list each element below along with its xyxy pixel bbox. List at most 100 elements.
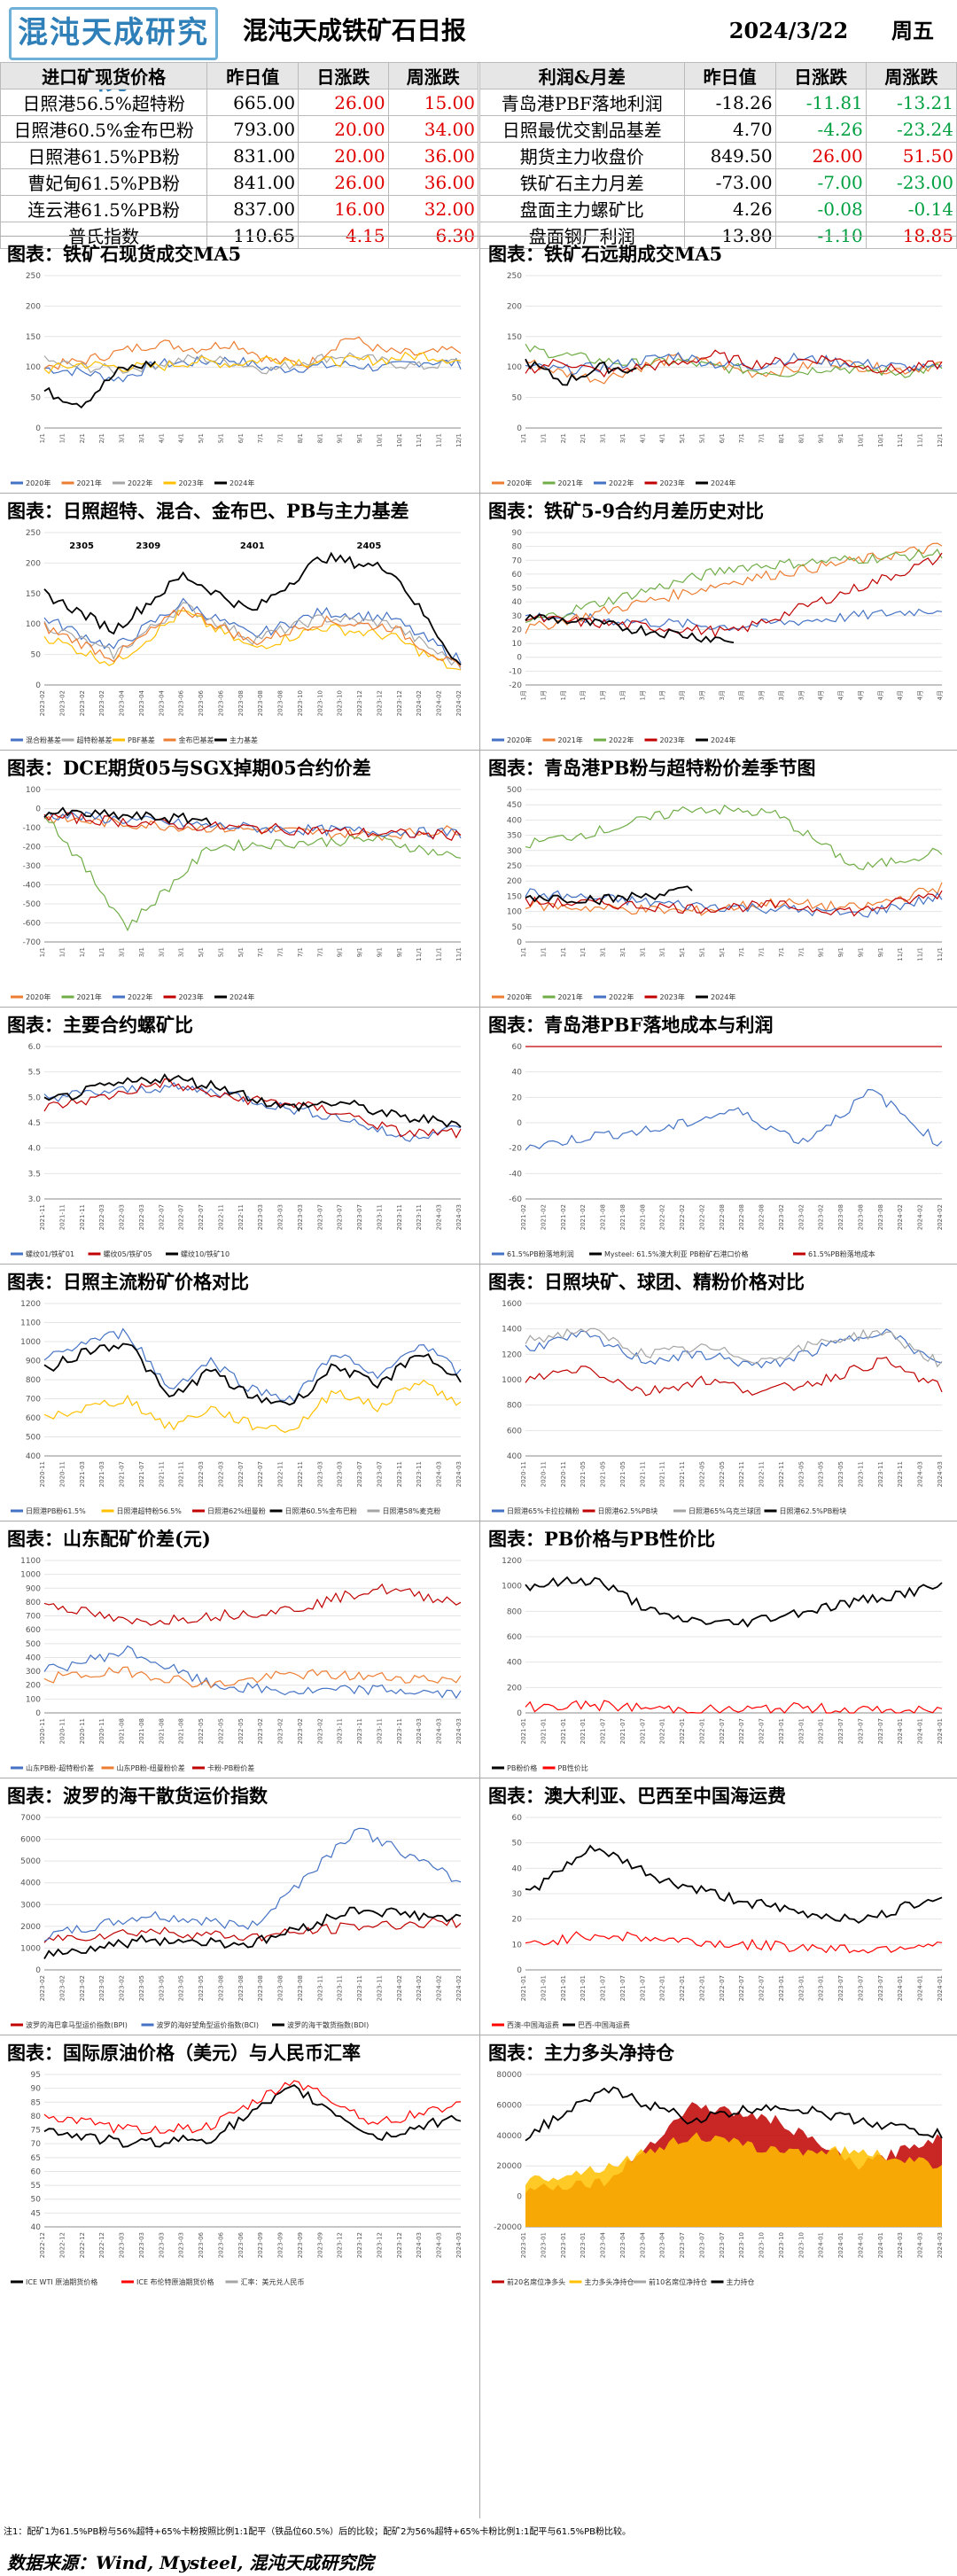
x-tick-label: 2021-02 <box>520 1204 527 1230</box>
x-tick-label: 2024-02 <box>917 1204 924 1230</box>
table-cell: 4.26 <box>683 195 776 222</box>
table-header: 昨日值 <box>683 62 776 89</box>
table-cell: 普氏指数 <box>0 222 208 249</box>
y-tick-label: -40 <box>509 1170 522 1179</box>
table-cell: 665.00 <box>206 89 300 116</box>
x-tick-label: 9/1 <box>396 947 403 957</box>
x-tick-label: 2022-11 <box>759 1461 766 1487</box>
x-tick-label: 2023-02 <box>39 1975 46 2001</box>
x-tick-label: 2022-01 <box>698 1718 705 1744</box>
legend-label: 2024年 <box>711 735 735 744</box>
x-tick-label: 2024-01 <box>937 1975 944 2001</box>
table-header: 日涨跌 <box>774 62 867 89</box>
y-tick-label: 100 <box>26 363 41 372</box>
x-tick-label: 2023-11 <box>857 1461 864 1487</box>
x-tick-label: 3月 <box>759 690 766 700</box>
x-tick-label: 2021-08 <box>619 1204 626 1230</box>
x-tick-label: 7/1 <box>738 947 745 957</box>
series-line <box>43 1666 462 1689</box>
row-divider <box>0 1007 957 1008</box>
x-tick-label: 11/1 <box>436 947 443 961</box>
table-cell: 16.00 <box>298 195 389 222</box>
y-tick-label: -200 <box>23 844 42 852</box>
y-tick-label: 900 <box>26 1584 41 1593</box>
x-tick-label: 2024-03 <box>455 1204 463 1230</box>
table-cell: 32.00 <box>387 195 479 222</box>
x-tick-label: 2023-06 <box>217 689 224 716</box>
legend-label: 2020年 <box>507 992 532 1001</box>
x-tick-label: 7/1 <box>277 947 284 957</box>
legend-label: 2021年 <box>77 992 102 1001</box>
legend-label: Mysteel: 61.5%澳大利亚 PB粉矿石港口价格 <box>604 1249 749 1258</box>
y-tick-label: 50 <box>31 651 42 660</box>
x-tick-label: 7/1 <box>257 433 264 443</box>
x-tick-label: 2023-01 <box>818 1975 825 2001</box>
x-tick-label: 2023-06 <box>237 2231 245 2258</box>
x-tick-label: 3/1 <box>138 947 145 957</box>
x-tick-label: 3月 <box>679 690 686 700</box>
legend-label: 前20名席位净多头 <box>507 2277 565 2286</box>
x-tick-label: 2/1 <box>560 433 567 443</box>
series-line <box>525 1327 943 1368</box>
x-tick-label: 2021-07 <box>119 1461 126 1487</box>
chart-svg: -700 -600 -500 -400 -300 -200 -100 0 100 1/1 1/1 1/… <box>11 786 463 1001</box>
y-tick-label: 800 <box>507 1607 522 1616</box>
x-tick-label: 2021-01 <box>520 1718 527 1744</box>
x-tick-label: 5/1 <box>217 947 224 957</box>
table-cell: 13.80 <box>683 222 776 249</box>
x-tick-label: 2023-07 <box>356 1461 363 1487</box>
row-divider <box>0 236 957 237</box>
y-tick-label: -10 <box>509 667 522 676</box>
x-tick-label: 2023-02 <box>778 1204 785 1230</box>
x-tick-label: 2022-05 <box>719 1461 726 1487</box>
legend-label: 山东PB粉-纽曼粉价差 <box>117 1763 185 1772</box>
series-line <box>43 610 462 671</box>
legend-label: 2024年 <box>230 479 254 487</box>
x-tick-label: 9/1 <box>818 947 825 957</box>
x-tick-label: 2023-11 <box>356 1718 363 1744</box>
chart-svg: 40 45 50 55 60 65 70 75 80 85 90 95 2022-12 2022-12 20… <box>11 2071 463 2286</box>
x-tick-label: 2022-07 <box>738 1718 745 1744</box>
table-header: 周涨跌 <box>387 62 479 89</box>
chart-panel: 图表：日照主流粉矿价格对比 400 500 600 700 800 900 1000 1100 1… <box>2 1265 477 1521</box>
page-header: 混沌天成研究院 混沌天成铁矿石日报 2024/3/22 周五 <box>0 0 957 97</box>
y-tick-label: 30 <box>512 1890 523 1899</box>
y-tick-label: 0 <box>35 424 41 433</box>
x-tick-label: 2023-08 <box>257 1975 264 2001</box>
x-tick-label: 2023-03 <box>138 2232 145 2258</box>
x-tick-label: 11/1 <box>897 433 904 447</box>
x-tick-label: 10/1 <box>396 433 403 447</box>
chart-title: 图表：主力多头净持仓 <box>488 2042 674 2064</box>
data-source: 数据来源：Wind, Mysteel, 混沌天成研究院 <box>7 2552 374 2573</box>
y-tick-label: 80000 <box>496 2071 522 2080</box>
table-cell: 36.00 <box>387 168 479 196</box>
x-tick-label: 1月 <box>639 690 646 700</box>
x-tick-label: 3月 <box>798 690 805 700</box>
legend-label: 2021年 <box>558 992 583 1001</box>
y-tick-label: 0 <box>517 938 522 947</box>
x-tick-label: 2022-07 <box>178 1204 185 1230</box>
series-line <box>43 1917 462 1943</box>
x-tick-label: 2023-09 <box>316 2232 323 2258</box>
x-tick-label: 2021-07 <box>619 1718 626 1744</box>
series-line <box>525 1576 943 1628</box>
y-tick-label: 200 <box>26 302 41 311</box>
x-tick-label: 2021-02 <box>580 1204 587 1230</box>
series-line <box>43 1081 462 1142</box>
x-tick-label: 2023-12 <box>337 2232 344 2258</box>
y-tick-label: 350 <box>507 832 522 841</box>
y-tick-label: 200 <box>507 877 522 886</box>
legend-label: 2022年 <box>609 735 634 744</box>
y-tick-label: 300 <box>26 1668 41 1677</box>
x-tick-label: 2020-11 <box>540 1461 547 1487</box>
y-tick-label: 100 <box>26 1695 41 1704</box>
x-tick-label: 2021-08 <box>639 1204 646 1230</box>
table-cell: -18.26 <box>683 89 776 116</box>
series-line <box>43 1327 462 1403</box>
x-tick-label: 3/1 <box>619 433 626 443</box>
y-tick-label: 0 <box>517 1966 522 1975</box>
series-line <box>43 606 462 668</box>
legend-label: 2021年 <box>77 479 102 487</box>
x-tick-label: 2023-07 <box>316 1204 323 1230</box>
legend-label: ICE WTI 原油期货价格 <box>26 2277 97 2286</box>
